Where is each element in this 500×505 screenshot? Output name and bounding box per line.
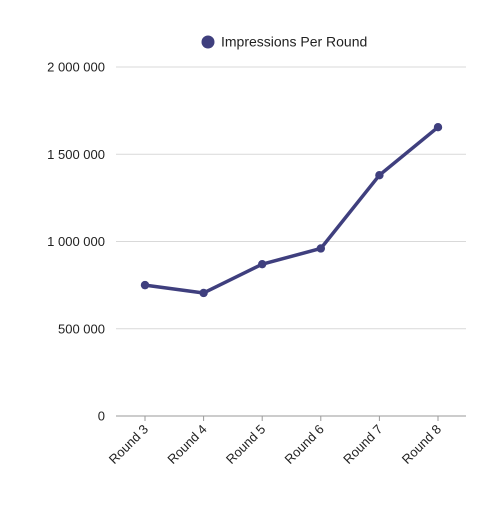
y-tick-label: 2 000 000 — [47, 60, 105, 75]
x-tick-label: Round 6 — [282, 422, 327, 467]
legend-label: Impressions Per Round — [221, 34, 367, 50]
x-tick-label: Round 8 — [399, 422, 444, 467]
y-axis-tick-labels: 0 500 000 1 000 000 1 500 000 2 000 000 — [47, 60, 105, 424]
y-tick-label: 1 000 000 — [47, 234, 105, 249]
x-tick-label: Round 5 — [223, 422, 268, 467]
data-point — [140, 280, 150, 290]
x-tick-label: Round 3 — [106, 422, 151, 467]
data-point — [199, 288, 208, 298]
x-axis-tick-labels: Round 3 Round 4 Round 5 Round 6 Round 7 Round… — [106, 416, 444, 467]
y-tick-label: 0 — [98, 409, 105, 424]
y-tick-label: 500 000 — [58, 321, 105, 336]
series-layer — [140, 123, 443, 298]
data-point — [258, 259, 267, 269]
series-line — [143, 125, 440, 295]
legend-marker-icon — [201, 35, 215, 49]
x-tick-label: Round 7 — [340, 422, 385, 467]
data-point — [316, 244, 325, 253]
y-tick-label: 1 500 000 — [47, 147, 105, 162]
x-tick-label: Round 4 — [164, 422, 209, 467]
data-point — [433, 123, 443, 132]
legend: Impressions Per Round — [201, 34, 367, 50]
data-point — [375, 170, 384, 180]
gridlines — [116, 66, 466, 417]
